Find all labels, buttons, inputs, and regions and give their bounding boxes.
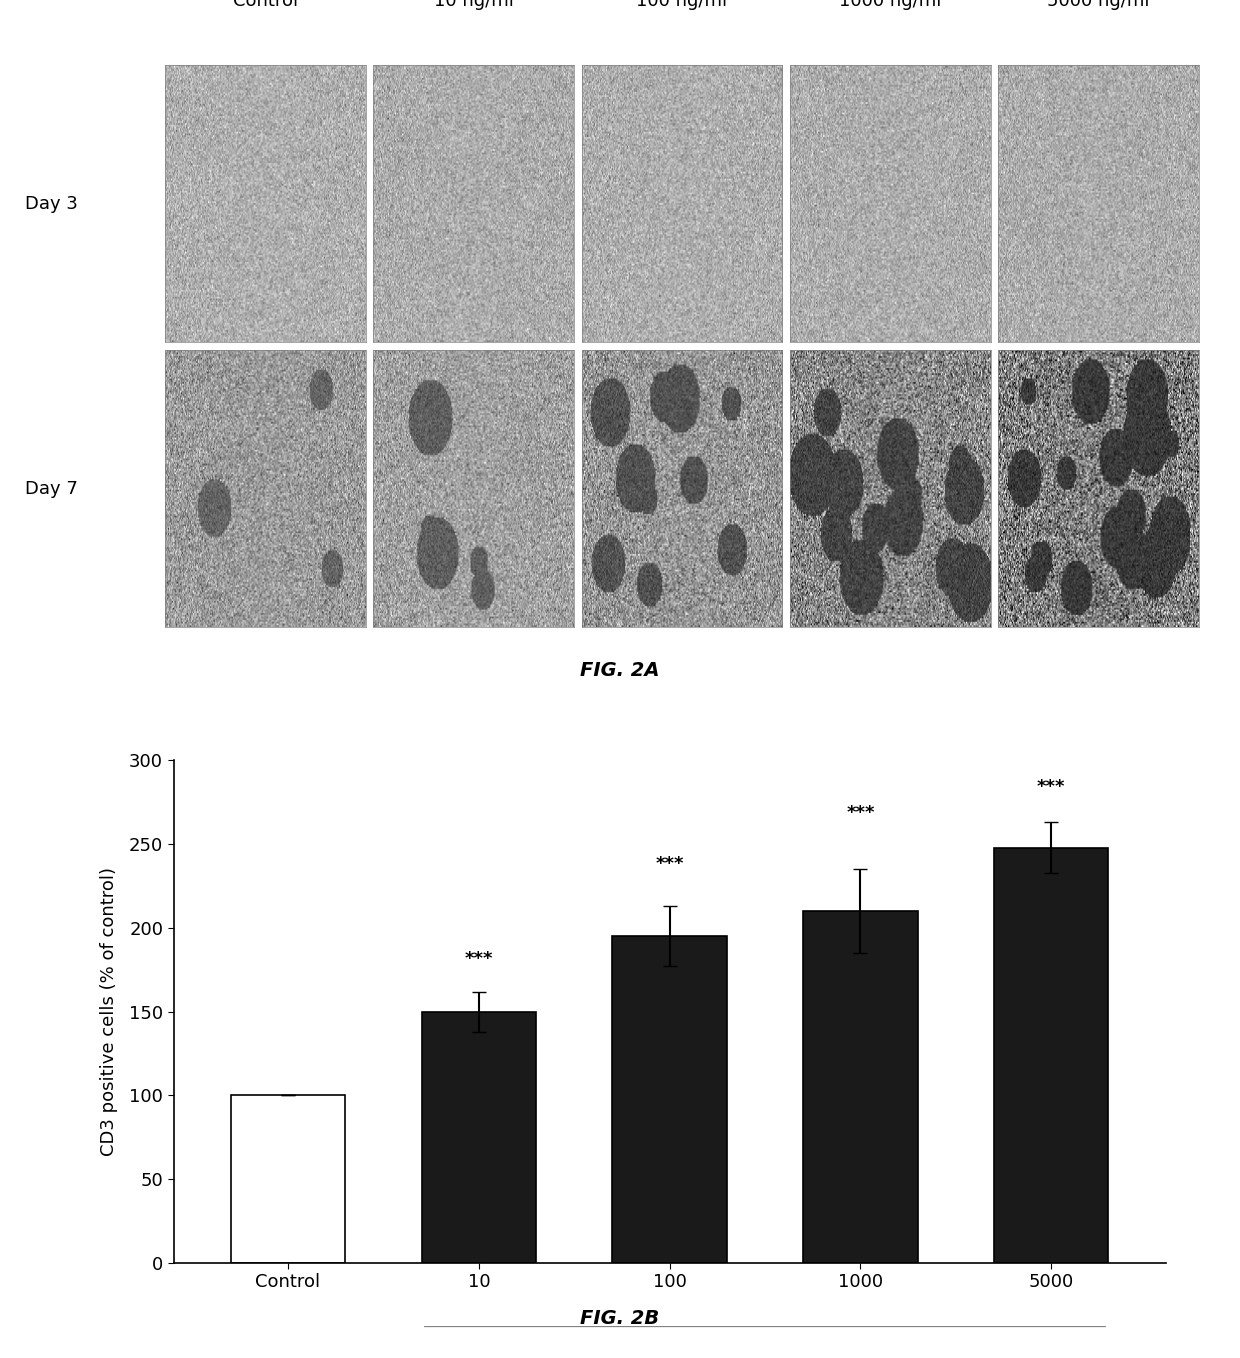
Text: Day 3: Day 3 [25, 194, 78, 213]
Text: ***: *** [465, 951, 494, 968]
Text: FIG. 2B: FIG. 2B [580, 1309, 660, 1328]
Text: ***: *** [656, 854, 683, 873]
Text: 100 ng/ml: 100 ng/ml [636, 0, 728, 10]
Bar [994, 847, 1109, 1263]
Text: 5000 ng/ml: 5000 ng/ml [1048, 0, 1149, 10]
Text: ***: *** [1037, 778, 1065, 796]
Bar [231, 1096, 345, 1263]
Text: 1000 ng/ml: 1000 ng/ml [839, 0, 941, 10]
Text: 10 ng/ml: 10 ng/ml [434, 0, 513, 10]
Y-axis label: CD3 positive cells (% of control): CD3 positive cells (% of control) [100, 868, 118, 1156]
Bar [613, 937, 727, 1263]
Text: Control: Control [233, 0, 298, 10]
Bar [804, 911, 918, 1263]
Bar [422, 1012, 536, 1263]
Text: ***: *** [846, 804, 874, 823]
Text: Day 7: Day 7 [25, 479, 78, 498]
Text: FIG. 2A: FIG. 2A [580, 661, 660, 680]
